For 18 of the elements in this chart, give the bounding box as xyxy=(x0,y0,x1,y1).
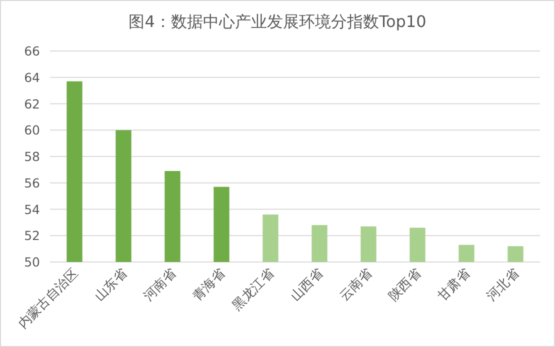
x-tick-label: 河北省 xyxy=(484,266,522,304)
x-tick-label: 云南省 xyxy=(337,266,376,304)
x-tick-label: 河南省 xyxy=(141,266,180,304)
x-tick-label: 陕西省 xyxy=(386,266,424,304)
x-tick-label: 黑龙江省 xyxy=(230,266,278,314)
y-tick-label: 58 xyxy=(24,149,40,164)
y-tick-label: 52 xyxy=(24,228,40,244)
y-tick-label: 64 xyxy=(24,70,40,85)
y-tick-label: 56 xyxy=(24,175,40,190)
y-tick-label: 60 xyxy=(24,122,40,138)
y-tick-label: 66 xyxy=(24,44,40,58)
x-tick-label: 甘肃省 xyxy=(435,266,474,304)
x-tick-label: 山东省 xyxy=(92,266,130,304)
chart-title: 图4：数据中心产业发展环境分指数Top10 xyxy=(128,12,426,31)
y-tick-label: 54 xyxy=(24,202,40,217)
y-tick-label: 62 xyxy=(24,96,40,112)
x-tick-label: 山西省 xyxy=(288,266,326,304)
x-tick-label: 青海省 xyxy=(190,266,228,304)
